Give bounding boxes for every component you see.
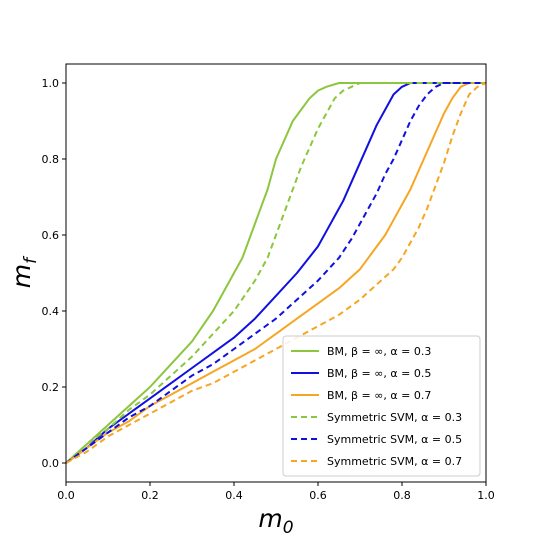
axes-frame	[65, 63, 487, 483]
legend-entry: Symmetric SVM, α = 0.7	[327, 455, 462, 468]
legend: BM, β = ∞, α = 0.3 BM, β = ∞, α = 0.5 BM, …	[282, 335, 481, 477]
y-axis-ticks: 0.0 0.2 0.4 0.6 0.8 1.0	[42, 77, 66, 470]
y-tick-label: 0.8	[42, 153, 60, 166]
x-tick-label: 0.8	[393, 489, 411, 502]
series-line-3	[65, 82, 486, 464]
y-tick-label: 0.4	[42, 305, 60, 318]
series-line-6	[65, 82, 487, 464]
y-tick-label: 1.0	[42, 77, 60, 90]
x-axis-label: m0	[258, 504, 293, 538]
legend-entry: BM, β = ∞, α = 0.7	[327, 389, 431, 402]
x-axis-ticks: 0.0 0.2 0.4 0.6 0.8 1.0	[57, 482, 495, 502]
legend-entry: Symmetric SVM, α = 0.3	[327, 411, 462, 424]
y-axis-label: mf	[7, 255, 41, 288]
legend-entry: BM, β = ∞, α = 0.3	[327, 345, 431, 358]
x-tick-label: 1.0	[477, 489, 495, 502]
x-tick-label: 0.0	[57, 489, 75, 502]
series-line-4	[65, 82, 486, 464]
x-tick-label: 0.4	[225, 489, 243, 502]
series-layer	[65, 82, 487, 464]
x-tick-label: 0.6	[309, 489, 327, 502]
series-line-5	[65, 82, 486, 464]
x-tick-label: 0.2	[141, 489, 159, 502]
legend-box	[282, 335, 481, 477]
series-line-2	[65, 82, 486, 464]
legend-entry: Symmetric SVM, α = 0.5	[327, 433, 462, 446]
y-tick-label: 0.6	[42, 229, 60, 242]
legend-entry: BM, β = ∞, α = 0.5	[327, 367, 431, 380]
y-tick-label: 0.0	[42, 457, 60, 470]
y-tick-label: 0.2	[42, 381, 60, 394]
